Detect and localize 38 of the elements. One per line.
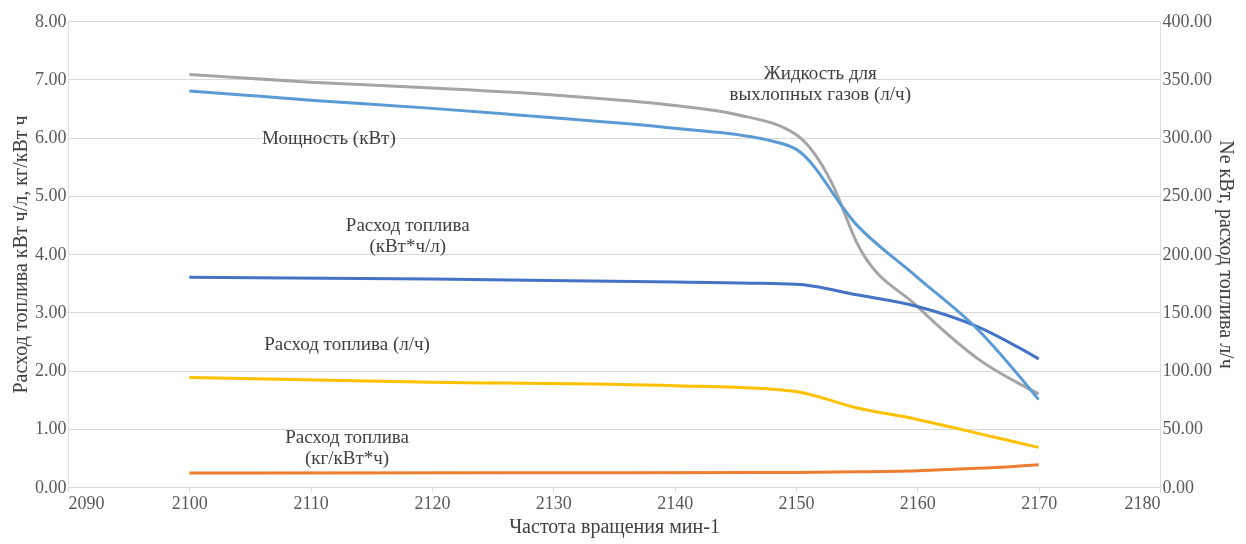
x-tick-label: 2180 <box>1124 492 1161 513</box>
y2-tick-label: 350.00 <box>1162 68 1212 89</box>
x-tick-label: 2100 <box>171 492 208 513</box>
x-tick-label: 2160 <box>899 492 936 513</box>
y-tick-label: 8.00 <box>35 10 67 31</box>
y-tick-label: 7.00 <box>35 68 67 89</box>
y2-tick-label: 250.00 <box>1162 185 1212 206</box>
x-tick-label: 2090 <box>68 492 105 513</box>
x-tick-label: 2130 <box>535 492 572 513</box>
y-tick-label: 0.00 <box>35 476 67 497</box>
series-label: Расход топлива (кВт*ч/л) <box>345 213 471 257</box>
x-tick-label: 2120 <box>414 492 451 513</box>
y2-tick-label: 200.00 <box>1162 243 1212 264</box>
line-series <box>187 375 1041 449</box>
line-series <box>187 275 1041 361</box>
x-tick-label: 2110 <box>293 492 329 513</box>
y-tick-label: 5.00 <box>35 185 67 206</box>
y-tick-label: 6.00 <box>35 127 67 147</box>
series-label: Расход топлива (л/ч) <box>264 333 430 356</box>
x-axis-title: Частота вращения мин-1 <box>509 514 720 538</box>
x-tick-label: 2140 <box>657 492 694 513</box>
series-label: Жидкость для выхлопных газов (л/ч) <box>729 62 911 106</box>
x-tick-label: 2170 <box>1021 492 1058 513</box>
y2-tick-label: 150.00 <box>1162 301 1212 322</box>
x-tick-label: 2150 <box>778 492 815 513</box>
y2-axis-title: Ne кВт, расход топлива л/ч <box>1215 140 1238 369</box>
y2-tick-label: 400.00 <box>1162 10 1212 31</box>
y-axis-title: Расход топлива кВт ч/л, кг/кВт ч <box>9 115 32 394</box>
y-tick-label: 2.00 <box>35 360 67 380</box>
y2-tick-label: 100.00 <box>1162 360 1212 380</box>
y-tick-label: 1.00 <box>35 418 67 439</box>
y2-tick-label: 300.00 <box>1162 127 1212 147</box>
series-label: Мощность (кВт) <box>262 126 396 149</box>
y-tick-label: 3.00 <box>35 301 67 322</box>
y2-tick-label: 50.00 <box>1162 418 1203 439</box>
series-label: Расход топлива (кг/кВт*ч) <box>285 426 410 470</box>
y2-tick-label: 0.00 <box>1162 476 1194 497</box>
y-tick-label: 4.00 <box>35 243 67 264</box>
